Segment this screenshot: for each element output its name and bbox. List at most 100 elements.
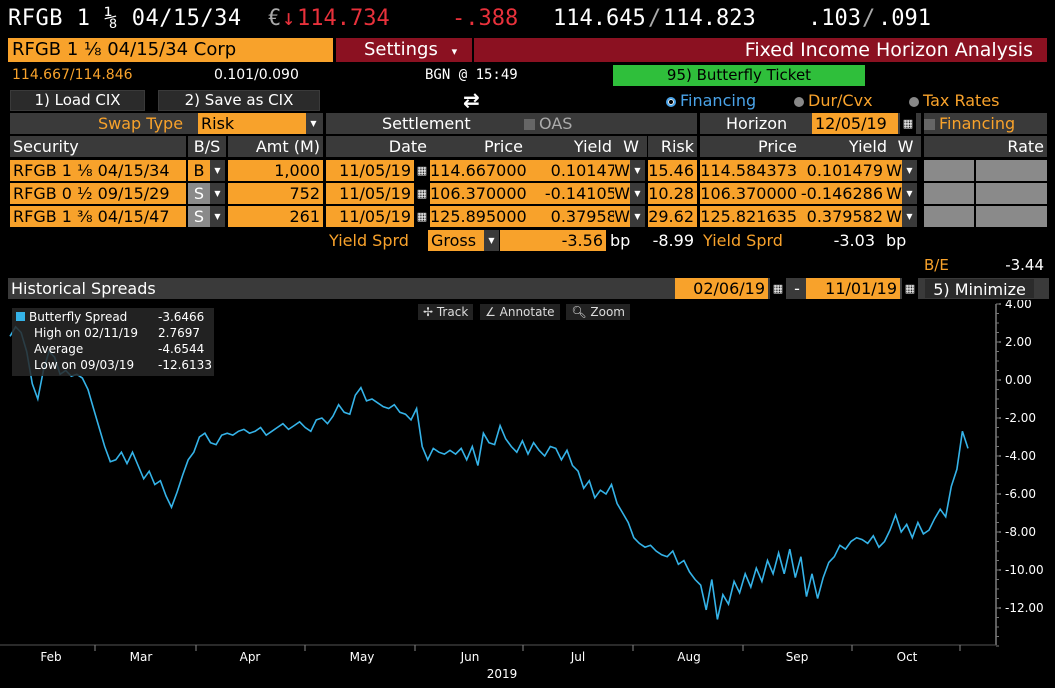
x-tick-label: Jun — [460, 650, 480, 664]
y-tick-label: -6.00 — [1005, 487, 1036, 501]
load-cix-button[interactable]: 1) Load CIX — [10, 90, 145, 111]
y-tick-label: -12.00 — [1005, 601, 1044, 615]
row-bs[interactable]: S — [188, 206, 210, 227]
row-risk: 15.46 — [648, 160, 697, 181]
col-yield: Yield — [526, 136, 615, 157]
col-horizon-w: W — [890, 136, 921, 157]
row-w: W — [614, 206, 630, 227]
row-amount[interactable]: 1,000 — [228, 160, 323, 181]
save-as-cix-button[interactable]: 2) Save as CIX — [158, 90, 320, 111]
x-tick-label: Apr — [240, 650, 261, 664]
row-bs[interactable]: S — [188, 183, 210, 204]
col-bs: B/S — [188, 136, 226, 157]
row-price[interactable]: 106.370000 — [430, 183, 526, 204]
calendar-icon[interactable]: ▦ — [770, 278, 786, 299]
chevron-down-icon[interactable]: ▼ — [630, 183, 645, 204]
row-security[interactable]: RFGB 1 ⅜ 04/15/47 — [10, 206, 186, 227]
tax-rates-radio-label: Tax Rates — [923, 91, 1000, 110]
calendar-icon[interactable]: ▦ — [902, 278, 918, 299]
row-horizon-yield: 0.379582 — [800, 206, 886, 227]
legend-series-value: -3.6466 — [158, 310, 205, 324]
calendar-icon[interactable]: ▦ — [414, 160, 430, 181]
calendar-icon[interactable]: ▦ — [414, 183, 430, 204]
checkbox-icon — [924, 119, 935, 130]
chevron-down-icon[interactable]: ▼ — [902, 183, 917, 204]
history-start-date[interactable]: 02/06/19 — [675, 278, 768, 299]
row-security[interactable]: RFGB 0 ½ 09/15/29 — [10, 183, 186, 204]
row-price[interactable]: 114.667000 — [430, 160, 526, 181]
calendar-icon[interactable]: ▦ — [900, 113, 916, 134]
col-date: Date — [326, 136, 430, 157]
horizon-yield-spread-value: -3.03 — [833, 231, 875, 250]
row-financing[interactable] — [924, 160, 974, 181]
legend-low-label: Low on 09/03/19 — [34, 358, 135, 372]
chevron-down-icon[interactable]: ▼ — [630, 206, 645, 227]
horizon-label: Horizon — [726, 114, 788, 133]
row-settle-date[interactable]: 11/05/19 — [326, 160, 414, 181]
legend-low: Low on 09/03/19 -12.6133 — [16, 357, 212, 373]
financing-radio-label: Financing — [680, 91, 757, 110]
spread-mode-select[interactable]: Gross — [428, 230, 484, 251]
row-horizon-price: 125.821635 — [700, 206, 800, 227]
butterfly-ticket-button[interactable]: 95) Butterfly Ticket — [613, 65, 865, 86]
security-ticker-field[interactable]: RFGB 1 ⅛ 04/15/34 Corp — [8, 38, 333, 62]
col-rate: Rate — [924, 136, 1047, 157]
row-settle-date[interactable]: 11/05/19 — [326, 183, 414, 204]
row-financing[interactable] — [924, 206, 974, 227]
annotate-button[interactable]: ∠ Annotate — [480, 304, 560, 320]
tax-rates-radio[interactable]: Tax Rates — [909, 91, 1000, 110]
chevron-down-icon[interactable]: ▼ — [630, 160, 645, 181]
track-button[interactable]: ✢ Track — [418, 304, 474, 320]
y-tick-label: -10.00 — [1005, 563, 1044, 577]
swap-type-label: Swap Type — [98, 114, 184, 133]
oas-checkbox[interactable]: OAS — [524, 113, 572, 134]
row-w: W — [614, 160, 630, 181]
chevron-down-icon[interactable]: ▼ — [306, 113, 321, 134]
row-yield[interactable]: -0.141059 — [526, 183, 630, 204]
chevron-down-icon[interactable]: ▼ — [902, 206, 917, 227]
checkbox-icon — [524, 119, 535, 130]
y-tick-label: -2.00 — [1005, 411, 1036, 425]
radio-unselected-icon — [794, 96, 804, 107]
row-financing[interactable] — [924, 183, 974, 204]
x-tick-label: Oct — [897, 650, 918, 664]
history-end-date[interactable]: 11/01/19 — [806, 278, 900, 299]
row-rate[interactable] — [976, 160, 1047, 181]
row-amount[interactable]: 752 — [228, 183, 323, 204]
refresh-icon[interactable]: ⇄ — [463, 88, 480, 112]
row-amount[interactable]: 261 — [228, 206, 323, 227]
settings-button[interactable]: Settings ▾ — [336, 38, 472, 62]
row-yield[interactable]: 0.101479 — [526, 160, 630, 181]
row-rate[interactable] — [976, 183, 1047, 204]
row-horizon-w: W — [886, 160, 902, 181]
calendar-icon[interactable]: ▦ — [414, 206, 430, 227]
horizon-date-field[interactable]: 12/05/19 — [812, 113, 898, 134]
butterfly-spread-chart[interactable]: 4.00 2.00 0.00 -2.00 -4.00 -6.00 -8.00 -10.00 -1… — [0, 300, 1055, 688]
y-tick-label: 4.00 — [1005, 300, 1032, 311]
financing-section-header — [924, 113, 1047, 134]
row-yield[interactable]: 0.379582 — [526, 206, 630, 227]
chevron-down-icon[interactable]: ▼ — [210, 206, 225, 227]
financing-checkbox[interactable]: Financing — [924, 113, 1015, 134]
chevron-down-icon[interactable]: ▼ — [210, 183, 225, 204]
minimize-button[interactable]: 5) Minimize — [924, 278, 1035, 299]
financing-radio[interactable]: Financing — [666, 91, 756, 110]
financing-label: Financing — [939, 114, 1016, 133]
row-security[interactable]: RFGB 1 ⅛ 04/15/34 — [10, 160, 186, 181]
zoom-button[interactable]: 🔍︎ Zoom — [566, 304, 630, 320]
chevron-down-icon[interactable]: ▼ — [484, 230, 499, 251]
date-range-dash: - — [794, 279, 800, 298]
settings-label: Settings — [364, 39, 438, 60]
row-settle-date[interactable]: 11/05/19 — [326, 206, 414, 227]
chevron-down-icon[interactable]: ▼ — [210, 160, 225, 181]
durcvx-radio[interactable]: Dur/Cvx — [794, 91, 873, 110]
row-rate[interactable] — [976, 206, 1047, 227]
row-price[interactable]: 125.895000 — [430, 206, 526, 227]
row-bs[interactable]: B — [188, 160, 210, 181]
swap-type-select[interactable]: Risk — [198, 113, 306, 134]
col-w: W — [615, 136, 647, 157]
last-price: 114.734 — [297, 6, 390, 31]
chevron-down-icon[interactable]: ▼ — [902, 160, 917, 181]
ask-price: 114.823 — [663, 6, 756, 31]
row-horizon-yield: -0.146286 — [800, 183, 886, 204]
